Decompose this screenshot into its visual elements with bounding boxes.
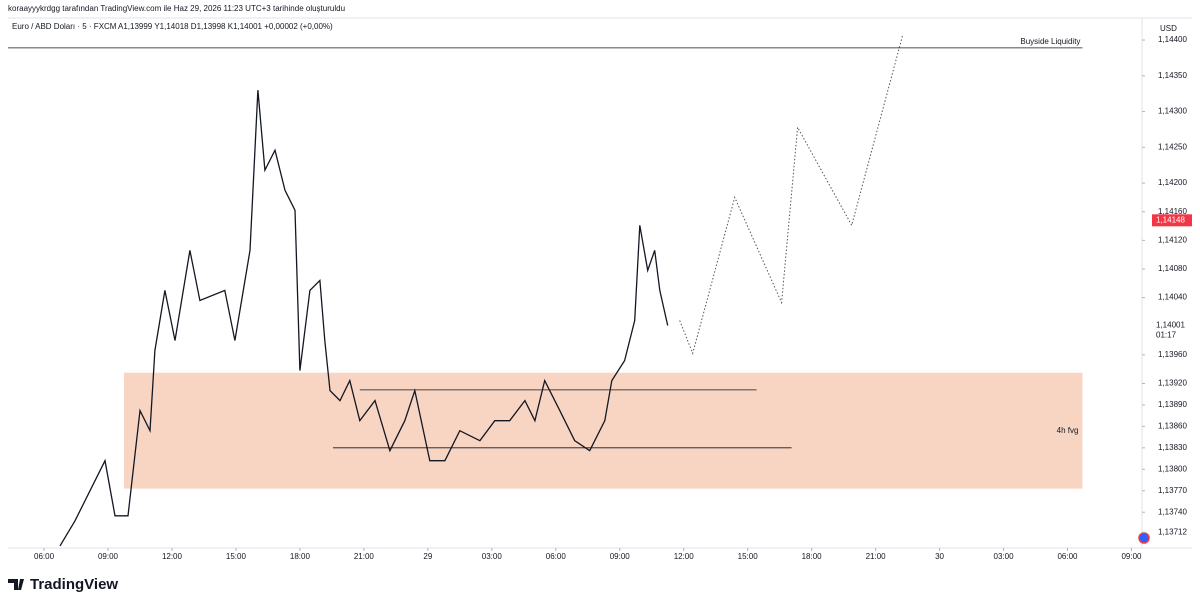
logo-text: TradingView bbox=[30, 576, 118, 593]
y-tick-label: 1,13860 bbox=[1158, 421, 1187, 430]
y-tick-label: 1,14080 bbox=[1158, 264, 1187, 273]
price-line bbox=[679, 34, 904, 355]
price-label: 1,14001 bbox=[1156, 321, 1185, 330]
x-tick-label: 03:00 bbox=[482, 552, 503, 561]
y-tick-label: 1,14040 bbox=[1158, 293, 1187, 302]
x-tick-label: 15:00 bbox=[226, 552, 247, 561]
symbol: Euro / ABD Doları · 5 · FXCM bbox=[12, 22, 117, 31]
y-tick-label: 1,13960 bbox=[1158, 350, 1187, 359]
zone bbox=[123, 372, 1083, 489]
y-tick-label: 1,14350 bbox=[1158, 71, 1187, 80]
y-tick-label: 1,14400 bbox=[1158, 35, 1187, 44]
price-label: 1,14148 bbox=[1156, 215, 1185, 224]
x-tick-label: 21:00 bbox=[354, 552, 375, 561]
x-tick-label: 15:00 bbox=[738, 552, 759, 561]
y-tick-label: 1,13712 bbox=[1158, 527, 1187, 536]
x-tick-label: 30 bbox=[935, 552, 944, 561]
x-tick-label: 09:00 bbox=[98, 552, 119, 561]
y-tick-label: 1,14300 bbox=[1158, 107, 1187, 116]
x-tick-label: 09:00 bbox=[610, 552, 631, 561]
y-tick-label: 1,13770 bbox=[1158, 486, 1187, 495]
credit: koraayyykrdgg tarafından TradingView.com… bbox=[8, 4, 345, 13]
y-tick-label: 1,13800 bbox=[1158, 464, 1187, 473]
x-tick-label: 12:00 bbox=[674, 552, 695, 561]
logo: TradingView bbox=[8, 576, 118, 593]
y-tick-label: 1,13830 bbox=[1158, 443, 1187, 452]
y-tick-label: 1,13920 bbox=[1158, 379, 1187, 388]
price-line bbox=[59, 90, 669, 547]
y-tick-label: 1,14160 bbox=[1158, 207, 1187, 216]
level-label: Buyside Liquidity bbox=[1020, 37, 1080, 46]
x-tick-label: 12:00 bbox=[162, 552, 183, 561]
x-tick-label: 06:00 bbox=[546, 552, 567, 561]
y-tick-label: 1,13890 bbox=[1158, 400, 1187, 409]
x-tick-label: 18:00 bbox=[290, 552, 311, 561]
currency: USD bbox=[1160, 24, 1177, 33]
ohlc: A1,13999 Y1,14018 D1,13998 K1,14001 +0,0… bbox=[118, 22, 333, 31]
y-tick-label: 1,14250 bbox=[1158, 142, 1187, 151]
x-tick-label: 18:00 bbox=[802, 552, 823, 561]
x-tick-label: 03:00 bbox=[994, 552, 1015, 561]
x-tick-label: 06:00 bbox=[34, 552, 55, 561]
y-tick-label: 1,13740 bbox=[1158, 507, 1187, 516]
indicator bbox=[1138, 532, 1150, 544]
y-tick-label: 1,14200 bbox=[1158, 178, 1187, 187]
x-tick-label: 21:00 bbox=[866, 552, 887, 561]
price-label-box bbox=[1152, 319, 1192, 332]
x-tick-label: 29 bbox=[423, 552, 432, 561]
y-tick-label: 1,14120 bbox=[1158, 235, 1187, 244]
price-label-sub: 01:17 bbox=[1156, 331, 1177, 340]
price-label-box bbox=[1152, 214, 1192, 227]
x-tick-label: 06:00 bbox=[1057, 552, 1078, 561]
x-tick-label: 09:00 bbox=[1121, 552, 1142, 561]
zone-label: 4h fvg bbox=[1057, 426, 1079, 435]
